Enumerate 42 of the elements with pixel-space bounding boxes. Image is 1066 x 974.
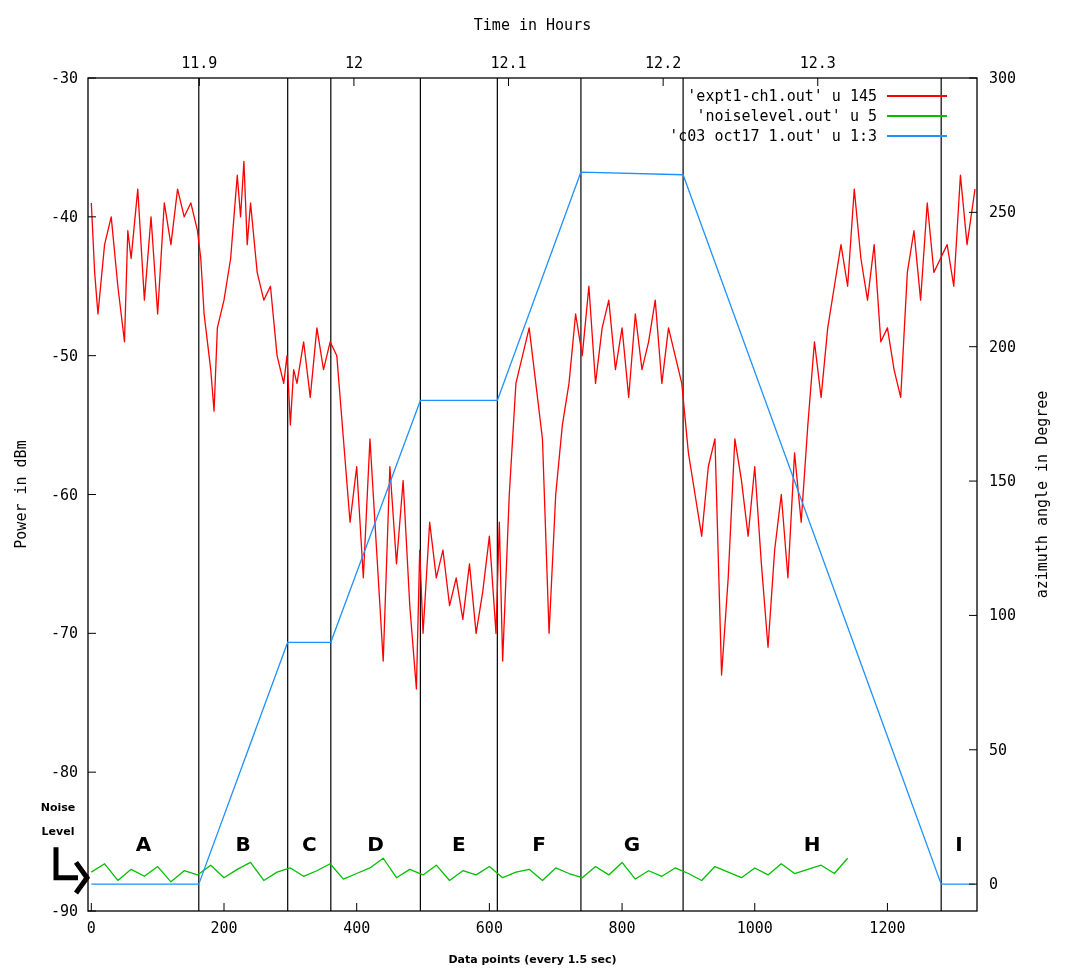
annotation: D: [367, 832, 384, 856]
y2-tick-label: 100: [989, 606, 1017, 625]
y2-tick-label: 0: [989, 875, 999, 894]
legend-label: 'expt1-ch1.out' u 145: [687, 87, 877, 105]
x2-tick-label: 12.3: [799, 54, 836, 72]
y-tick-label: -80: [50, 763, 78, 782]
y-tick-label: -40: [50, 207, 78, 226]
annotation: C: [301, 832, 317, 856]
y-tick-label: -70: [50, 624, 78, 643]
x-tick-label: 400: [343, 919, 371, 937]
y2-tick-label: 150: [989, 472, 1017, 491]
y-tick-label: -30: [50, 69, 78, 87]
x2-tick-label: 11.9: [181, 54, 218, 72]
x-tick-label: 200: [210, 919, 238, 937]
y-axis-title: Power in dBm: [12, 440, 30, 549]
y-tick-label: -60: [50, 485, 78, 504]
y-tick-label: -50: [50, 346, 78, 365]
y2-tick-label: 200: [989, 337, 1017, 356]
x-tick-label: 0: [86, 919, 96, 937]
x2-tick-label: 12.2: [645, 54, 682, 72]
y2-tick-label: 300: [989, 69, 1017, 87]
y-tick-label: -90: [50, 902, 78, 920]
annotation: B: [235, 832, 251, 856]
annotation: I: [955, 832, 963, 856]
y2-axis-title: azimuth angle in Degree: [1033, 390, 1051, 599]
x2-axis-title: Time in Hours: [473, 16, 592, 34]
annotation: H: [803, 832, 821, 856]
annotation: G: [623, 832, 641, 856]
text: Noise Level: [40, 801, 76, 838]
x2-tick-label: 12.1: [490, 54, 527, 72]
x-axis-title: Data points (every 1.5 sec): [448, 953, 617, 966]
y2-tick-label: 250: [989, 203, 1017, 222]
x-tick-label: 800: [608, 919, 636, 937]
x-tick-label: 1000: [736, 919, 773, 937]
y2-tick-label: 50: [989, 740, 1008, 759]
annotation: A: [135, 832, 152, 856]
x-tick-label: 600: [475, 919, 503, 937]
x2-tick-label: 12: [344, 54, 363, 72]
legend-label: 'noiselevel.out' u 5: [696, 107, 877, 125]
annotation: F: [532, 832, 546, 856]
annotation: E: [452, 832, 466, 856]
x-tick-label: 1200: [869, 919, 906, 937]
